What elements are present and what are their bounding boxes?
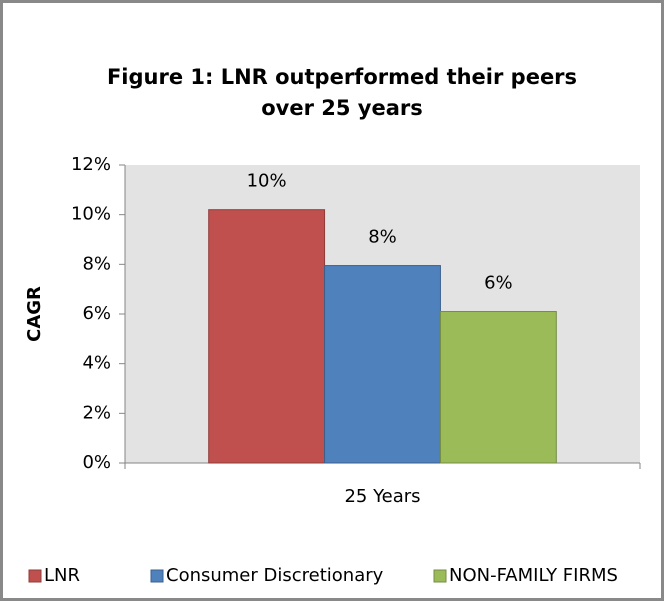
data-label: 10% [247, 171, 287, 192]
y-tick-label: 0% [82, 452, 111, 473]
y-axis-label: CAGR [24, 286, 45, 342]
y-tick-label: 6% [82, 303, 111, 324]
legend-label: Consumer Discretionary [166, 565, 384, 586]
bar [324, 265, 441, 464]
x-tick-label: 25 Years [344, 486, 420, 507]
legend-label: LNR [44, 565, 80, 586]
y-tick-label: 10% [71, 204, 111, 225]
legend-swatch [150, 569, 164, 583]
legend-swatch [28, 569, 42, 583]
chart-title: Figure 1: LNR outperformed their peers [107, 65, 577, 89]
legend-label: NON-FAMILY FIRMS [449, 565, 618, 586]
bar [439, 311, 557, 464]
y-tick-label: 4% [82, 353, 111, 374]
data-label: 8% [368, 227, 397, 248]
y-tick-label: 2% [82, 402, 111, 423]
y-tick-label: 12% [71, 154, 111, 175]
chart-title: over 25 years [261, 96, 423, 120]
legend-swatch [433, 569, 447, 583]
bar [208, 209, 326, 464]
y-tick-label: 8% [82, 253, 111, 274]
data-label: 6% [484, 273, 513, 294]
